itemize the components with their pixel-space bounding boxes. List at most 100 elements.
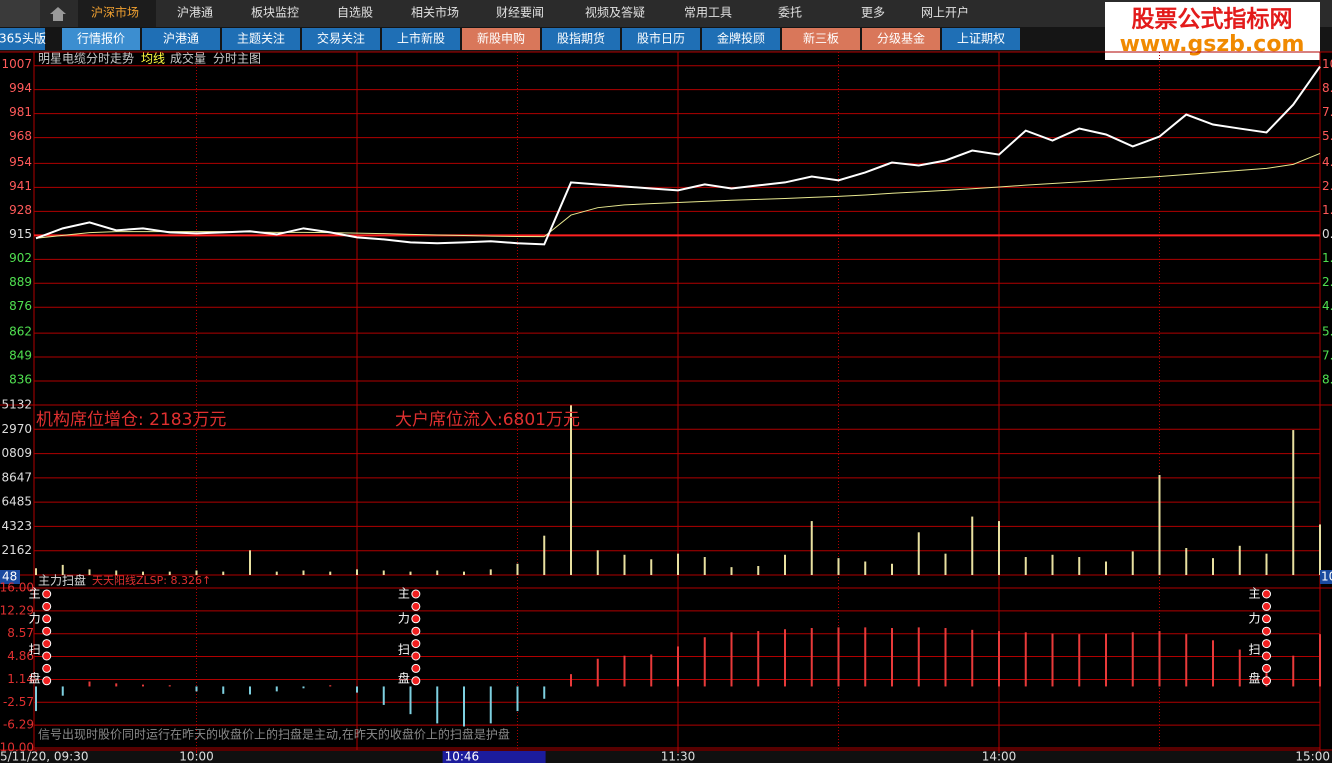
volume-bar [1158,475,1161,575]
volume-bar [1131,551,1134,575]
signal-dot [42,663,52,673]
app-icon-area [0,0,40,27]
indicator-bar [1265,664,1268,687]
tab-bg[interactable] [142,28,220,50]
tab-bg[interactable] [0,28,45,50]
menu-item[interactable]: 财经要闻 [496,6,544,20]
tab-item[interactable]: 金牌投顾 [717,31,765,46]
tab-bg[interactable] [382,28,460,50]
indicator-bar [88,681,91,687]
tab-bg[interactable] [462,28,540,50]
y-tick-label: 6485 [1,495,32,509]
x-tick-label: 5/11/20, 09:30 [0,750,88,763]
volume-bar [222,571,225,575]
tab-item[interactable]: 沪港通 [163,32,199,46]
volume-bar [329,571,332,575]
tab-bg[interactable] [302,28,380,50]
indicator-bar [61,686,64,696]
tab-item[interactable]: 上证期权 [957,32,1005,46]
tab-bg[interactable] [222,28,300,50]
signal-char: 力 [398,612,410,626]
tab-bg[interactable] [622,28,700,50]
volume-bar [891,563,893,575]
volume-bar [757,566,760,575]
tab-item[interactable]: 股指期货 [557,31,605,46]
volume-bar [971,516,974,575]
indicator-bar [944,628,947,687]
tab-item[interactable]: 股市日历 [637,31,685,46]
menu-item[interactable]: 常用工具 [684,6,732,20]
menu-item[interactable]: 相关市场 [411,5,459,20]
volume-bar [677,553,679,575]
menu-item[interactable]: 视频及答疑 [585,5,645,20]
tab-bg[interactable] [942,28,1020,50]
home-icon[interactable] [50,7,66,21]
volume-bar [88,569,91,575]
volume-bar [1238,545,1241,575]
legend-item: 成交量 [170,51,206,66]
signal-char: 主 [29,587,41,601]
indicator-bar [463,686,465,727]
signal-char: 力 [29,612,41,626]
volume-bar [1265,553,1268,575]
volume-bar [115,570,118,575]
indicator-bar [436,686,439,724]
right-tick-label: 2. [1322,275,1332,289]
cursor-bg [442,751,546,763]
indicator-bar [409,686,412,715]
menu-item[interactable]: 沪港通 [177,6,213,20]
signal-char: 盘 [398,671,410,686]
signal-dot [411,614,421,624]
indicator-bar [703,637,706,687]
signal-dot [1262,589,1271,599]
signal-char: 力 [1248,612,1260,626]
tab-item[interactable]: 新股申购 [477,31,525,46]
tab-bg[interactable] [782,28,860,50]
menu-item[interactable]: 更多 [861,6,885,20]
y-tick-label: 12.29 [0,603,34,617]
tab-item[interactable]: 365头版 [0,32,46,46]
right-tick-label: 5. [1322,129,1332,143]
menu-item[interactable]: 委托 [778,6,802,20]
bottom-note: 信号出现时股价同时运行在昨天的收盘价上的扫盘是主动,在昨天的收盘价上的扫盘是护盘 [38,727,510,742]
tab-item[interactable]: 新三板 [803,31,839,46]
menu-item[interactable]: 网上开户 [921,5,969,20]
x-tick-label: 14:00 [982,750,1017,763]
volume-bar [463,571,465,575]
volume-bar [623,554,626,575]
volume-bar [570,405,572,575]
volume-bar [275,571,278,575]
tab-item[interactable]: 分级基金 [877,31,925,46]
signal-char: 扫 [29,643,41,657]
volume-bar [1292,430,1295,575]
indicator-bar [971,629,974,687]
volume-bar [409,571,412,575]
indicator-bar [1238,649,1241,687]
volume-bar [810,521,813,575]
signal-dot [1262,663,1271,673]
tab-item[interactable]: 行情报价 [77,31,125,46]
tab-bg[interactable] [702,28,780,50]
tab-bg[interactable] [62,28,140,50]
logo-url: www.gszb.com [1120,32,1305,57]
tab-item[interactable]: 交易关注 [317,31,365,46]
indicator-bar [730,632,733,687]
indicator-bar [891,628,893,687]
menu-item[interactable]: 沪深市场 [91,5,139,20]
menu-item[interactable]: 板块监控 [251,6,299,20]
volume-bar [730,567,733,575]
tab-bg[interactable] [862,28,940,50]
badge-left: 48 [2,570,17,584]
right-tick-label: 1. [1322,251,1332,265]
indicator-bar [596,658,599,687]
tab-item[interactable]: 主题关注 [237,31,285,46]
volume-bar [356,569,358,575]
tab-bg[interactable] [542,28,620,50]
indicator-bar [784,629,786,687]
tab-item[interactable]: 上市新股 [397,31,445,46]
menu-item[interactable]: 自选股 [337,6,373,20]
indicator-bar [757,631,760,687]
x-tick-label: 15:00 [1295,750,1330,763]
signal-dot [42,626,52,636]
